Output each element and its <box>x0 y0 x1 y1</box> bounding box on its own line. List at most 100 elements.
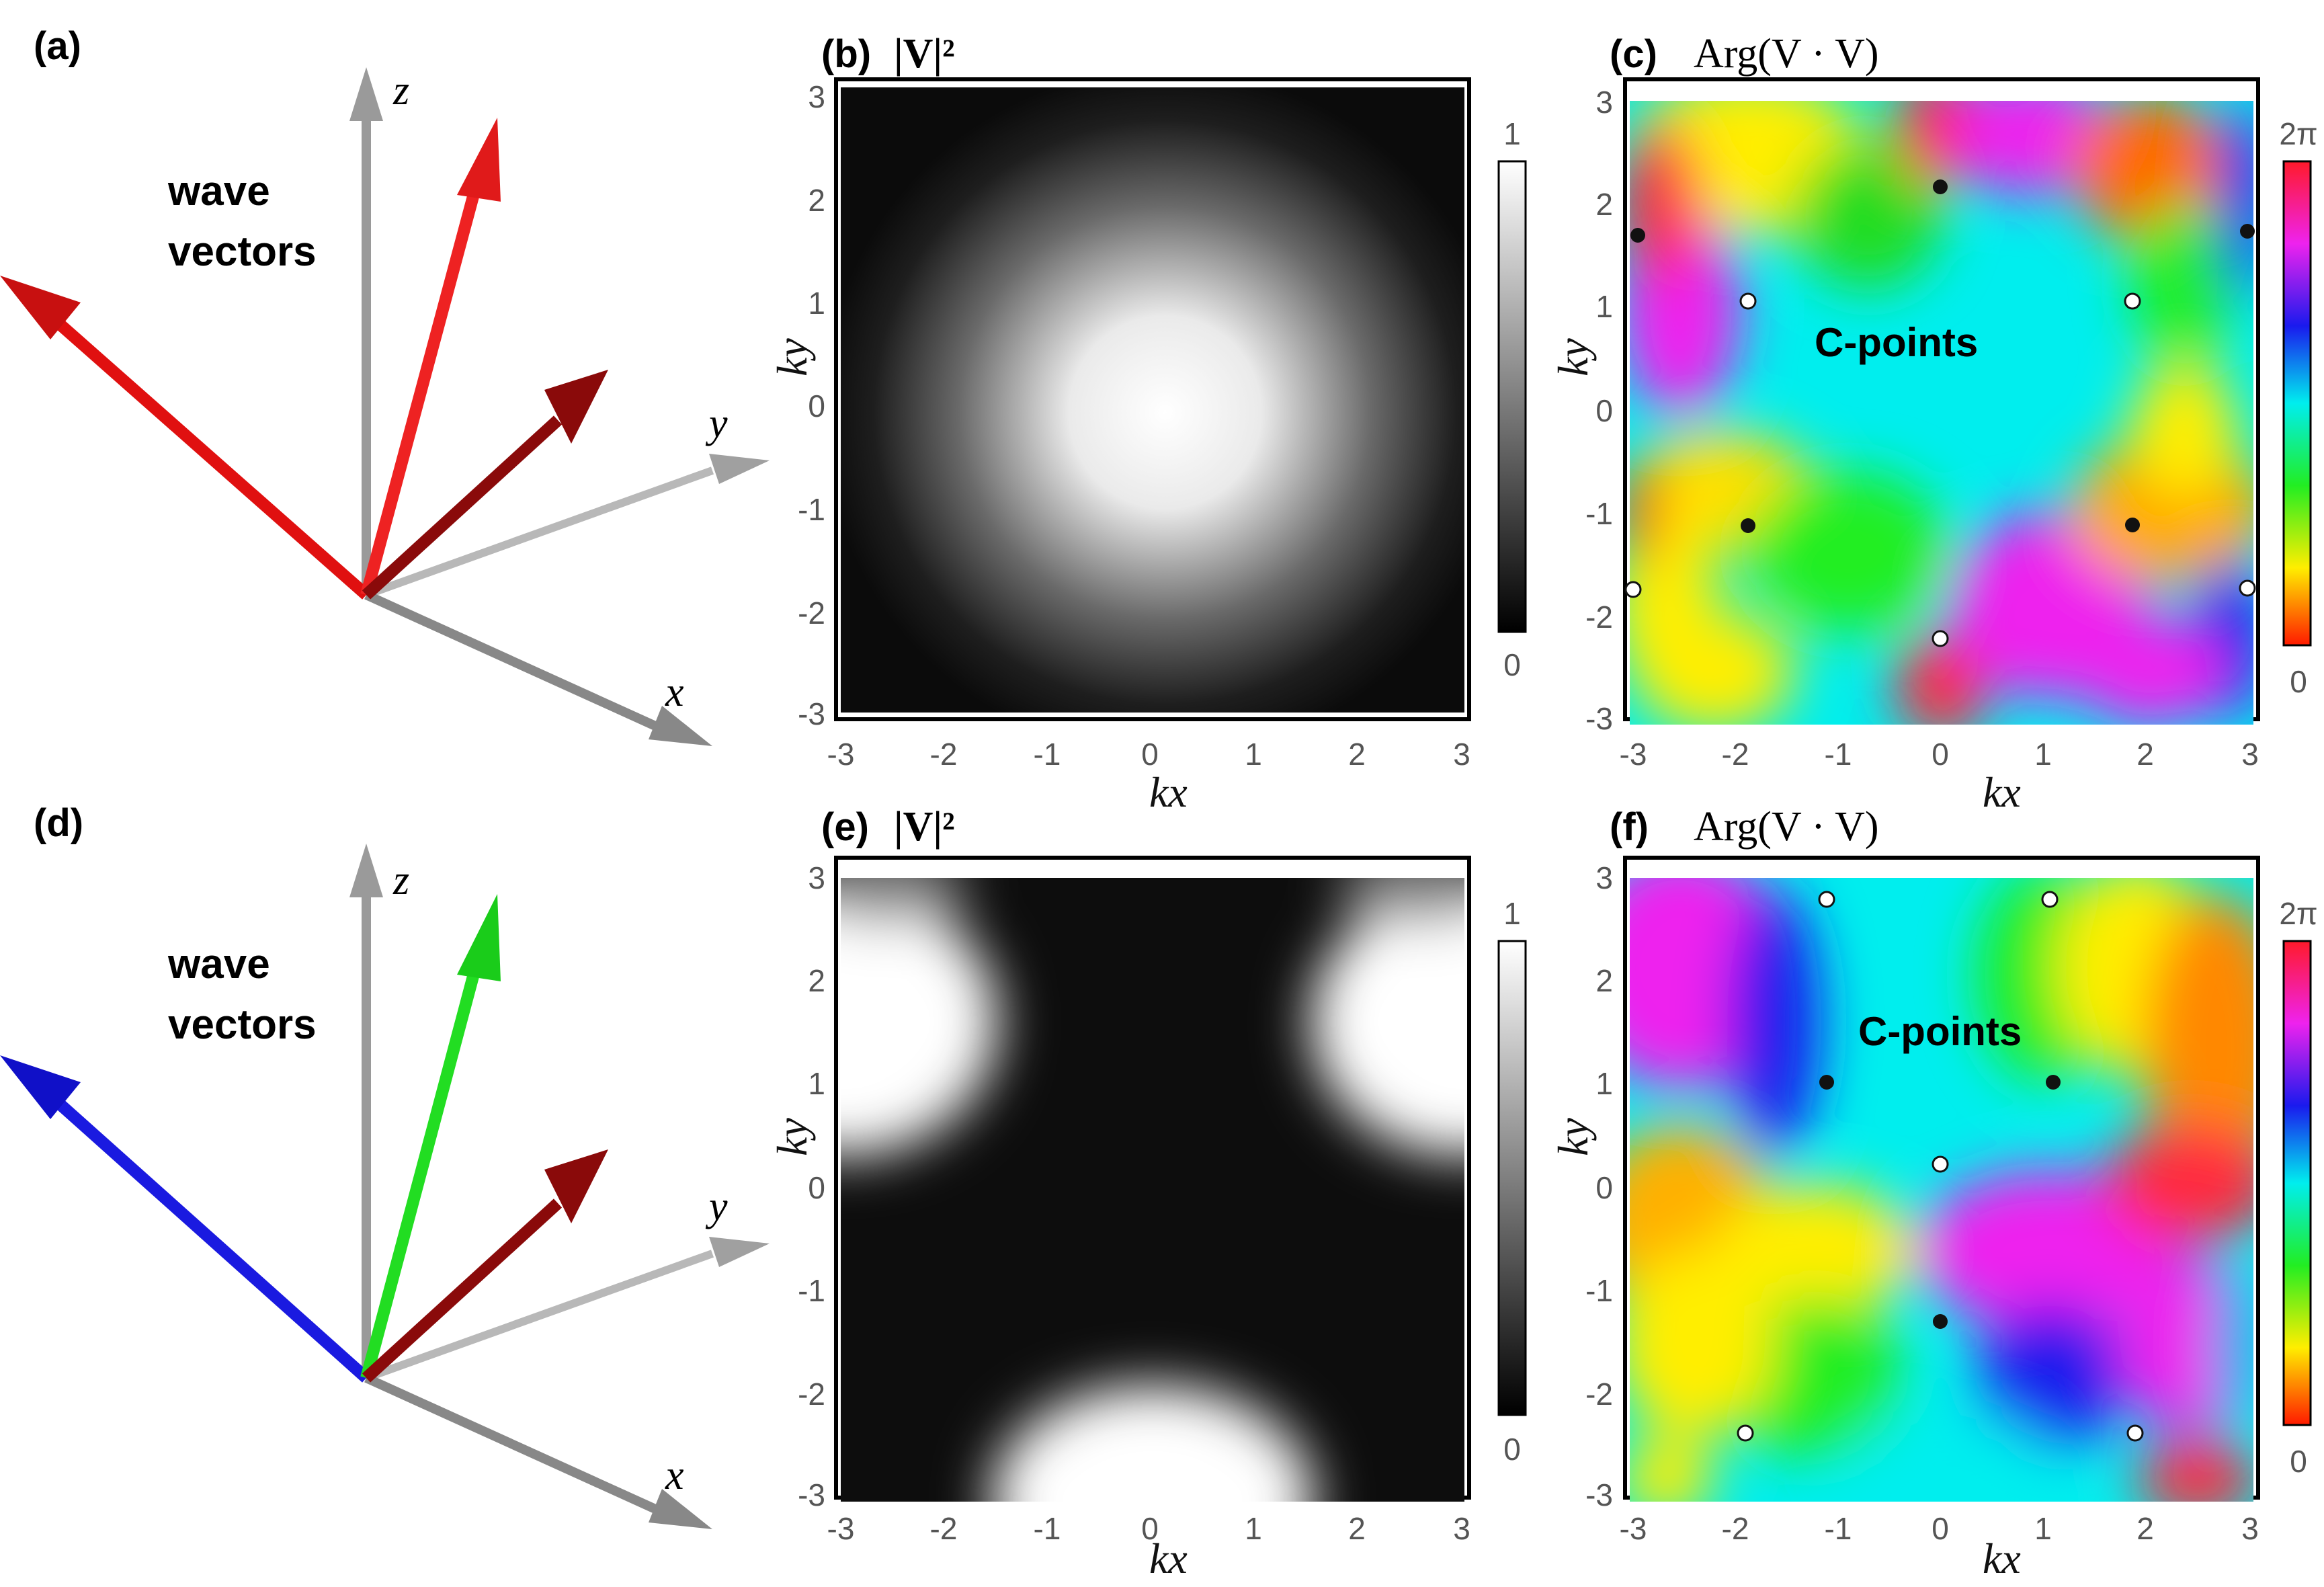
tick-label: 3 <box>2241 1511 2259 1546</box>
tick-label: -2 <box>930 1511 958 1546</box>
axis-x-label: x <box>665 1453 684 1498</box>
panel-b: (b) |V|² kx ky -3 -2 -1 0 1 2 3 3 2 1 0 … <box>768 31 1527 816</box>
z-axis-arrowhead <box>349 67 383 121</box>
tick-label: 1 <box>2034 737 2052 772</box>
wave-vector-arrows <box>0 118 608 600</box>
panel-f-yticks: 3 2 1 0 -1 -2 -3 <box>1585 860 1613 1512</box>
wave-vector-2-head <box>457 894 501 981</box>
panel-b-colorbar <box>1497 160 1527 633</box>
panel-c-title: Arg(V · V) <box>1694 31 1879 77</box>
tick-label: -2 <box>930 737 958 772</box>
y-axis-arrowhead <box>709 1237 770 1267</box>
panel-c-cpoints <box>1624 179 2256 647</box>
tick-label: -3 <box>1620 737 1647 772</box>
tick-label: 1 <box>1245 1511 1262 1546</box>
tick-label: 3 <box>1453 1511 1470 1546</box>
axes-3d <box>349 67 770 746</box>
panel-b-xticks: -3 -2 -1 0 1 2 3 <box>827 737 1470 772</box>
panel-a-title-line1: wave <box>167 168 270 214</box>
x-axis-arrowhead <box>649 1489 712 1529</box>
wave-vector-1 <box>46 311 370 600</box>
panel-b-yticks: 3 2 1 0 -1 -2 -3 <box>798 79 825 731</box>
tick-label: 0 <box>1141 1511 1159 1546</box>
tick-label: 1 <box>1595 1066 1613 1101</box>
axes-3d <box>349 844 770 1529</box>
panel-a: (a) wave vectors z y x <box>0 24 770 746</box>
tick-label: 1 <box>808 1066 825 1101</box>
tick-label: 2 <box>1595 963 1613 998</box>
tick-label: -1 <box>1825 1511 1852 1546</box>
panel-b-label: (b) <box>821 32 871 76</box>
tick-label: 2 <box>808 183 825 218</box>
c-point-white <box>1624 581 1642 598</box>
tick-label: 0 <box>1595 393 1613 428</box>
tick-label: -2 <box>1722 1511 1749 1546</box>
panel-e-heatmap <box>841 878 1464 1502</box>
c-point-black <box>2240 224 2255 239</box>
wave-vector-2 <box>360 959 483 1380</box>
axis-y-label: y <box>705 401 728 446</box>
wave-vector-1-head <box>0 1055 81 1119</box>
panel-f-colorbar-bottom: 0 <box>2290 1444 2307 1479</box>
panel-f-xticks: -3 -2 -1 0 1 2 3 <box>1620 1511 2259 1546</box>
tick-label: -2 <box>1585 600 1613 635</box>
panel-e-xticks: -3 -2 -1 0 1 2 3 <box>827 1511 1470 1546</box>
panel-d-title-line2: vectors <box>168 1002 317 1048</box>
tick-label: -3 <box>798 696 825 731</box>
c-point-black <box>2046 1075 2061 1090</box>
wave-vector-1 <box>46 1091 370 1383</box>
tick-label: 3 <box>1595 860 1613 895</box>
tick-label: 1 <box>2034 1511 2052 1546</box>
panel-b-colorbar-bottom: 0 <box>1503 647 1521 682</box>
panel-f-ylabel: ky <box>1549 1118 1597 1156</box>
tick-label: 2 <box>1348 737 1366 772</box>
c-point-white <box>1739 292 1757 310</box>
wave-vector-3-head <box>544 1149 608 1223</box>
panel-f-title: Arg(V · V) <box>1694 804 1879 850</box>
wave-vector-3-head <box>544 370 608 444</box>
panel-b-colorbar-top: 1 <box>1503 116 1521 151</box>
tick-label: 0 <box>1141 737 1159 772</box>
panel-e-xlabel: kx <box>1149 1535 1188 1582</box>
panel-e: (e) |V|² kx ky -3 -2 -1 0 1 2 3 3 2 <box>768 804 1527 1582</box>
panel-e-colorbar-bottom: 0 <box>1503 1432 1521 1467</box>
c-point-black <box>1933 179 1948 194</box>
tick-label: -3 <box>1585 701 1613 736</box>
tick-label: -1 <box>1034 737 1061 772</box>
tick-label: 1 <box>1245 737 1262 772</box>
c-point-white <box>1737 1424 1754 1442</box>
wave-vector-arrows <box>0 894 608 1383</box>
panel-f-xlabel: kx <box>1983 1535 2021 1582</box>
panel-c-label: (c) <box>1610 32 1657 76</box>
wave-vector-3 <box>362 415 563 600</box>
tick-label: -1 <box>1825 737 1852 772</box>
panel-c-colorbar <box>2282 160 2312 647</box>
wave-vector-2 <box>360 179 483 597</box>
tick-label: -3 <box>798 1477 825 1512</box>
panel-c: (c) Arg(V · V) <box>1549 31 2318 816</box>
tick-label: -2 <box>798 596 825 630</box>
c-point-black <box>1933 1314 1948 1329</box>
tick-label: 0 <box>1932 1511 1949 1546</box>
tick-label: 3 <box>2241 737 2259 772</box>
panel-a-title-line2: vectors <box>168 229 317 275</box>
tick-label: 2 <box>2136 1511 2154 1546</box>
c-point-black <box>1630 228 1645 243</box>
tick-label: -3 <box>1620 1511 1647 1546</box>
tick-label: 2 <box>808 963 825 998</box>
panel-e-title: |V|² <box>894 804 955 850</box>
tick-label: 0 <box>1932 737 1949 772</box>
c-point-white <box>2239 579 2256 597</box>
panel-f-colorbar-top: 2π <box>2279 896 2317 931</box>
panel-d-title-line1: wave <box>167 941 270 987</box>
panel-e-ylabel: ky <box>768 1118 816 1156</box>
tick-label: -1 <box>798 492 825 527</box>
tick-label: -1 <box>1585 1273 1613 1308</box>
panel-b-ylabel: ky <box>768 338 816 376</box>
axis-z-label: z <box>392 858 409 903</box>
panel-c-phasemap <box>1630 101 2253 725</box>
panel-e-yticks: 3 2 1 0 -1 -2 -3 <box>798 860 825 1512</box>
panel-e-colorbar <box>1497 940 1527 1416</box>
tick-label: -1 <box>1585 496 1613 531</box>
